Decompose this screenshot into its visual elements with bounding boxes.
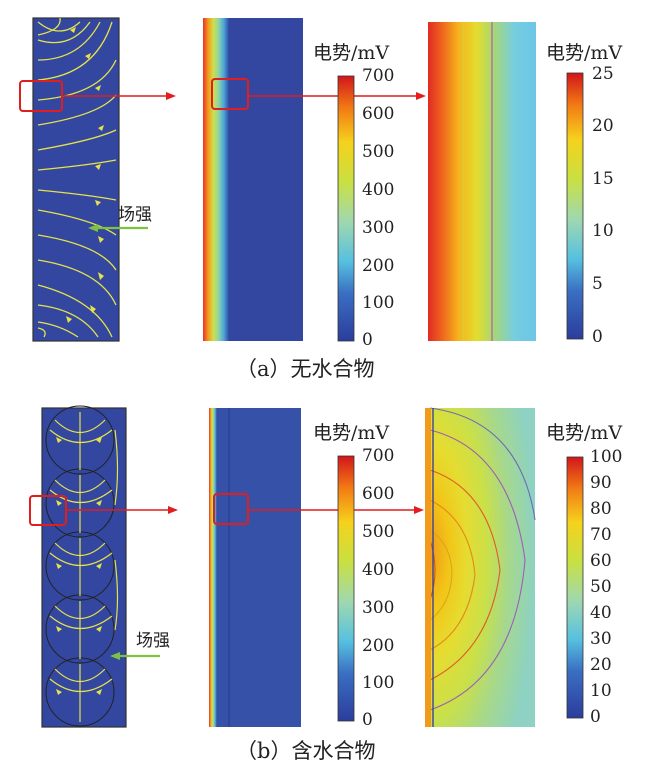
cb-b-right-tick: 40 <box>590 603 612 623</box>
panel-a-potential <box>203 18 303 341</box>
cb-b-right-tick: 80 <box>590 499 612 519</box>
colorbar-b-right-title: 电势/mV <box>546 422 623 444</box>
cb-a-mid-tick: 400 <box>362 180 395 200</box>
panel-b-potential <box>209 408 301 727</box>
cb-a-mid-tick: 300 <box>362 218 395 238</box>
colorbar-a-right <box>566 72 584 340</box>
panel-a-zoom <box>428 22 536 341</box>
cb-b-right-tick: 90 <box>590 473 612 493</box>
cb-b-mid-tick: 400 <box>362 560 395 580</box>
cb-b-mid-tick: 200 <box>362 636 395 656</box>
cb-b-mid-tick: 600 <box>362 484 395 504</box>
cb-b-mid-tick: 0 <box>362 710 373 730</box>
caption-b: （b）含水合物 <box>236 739 376 763</box>
cb-b-right-tick: 100 <box>590 447 623 467</box>
cb-a-right-tick: 10 <box>592 221 614 241</box>
cb-a-mid-tick: 500 <box>362 142 395 162</box>
cb-b-right-tick: 70 <box>590 525 612 545</box>
field-label-a: 场强 <box>118 205 152 225</box>
colorbar-a-right-title: 电势/mV <box>546 42 623 64</box>
panel-b-streamlines <box>29 405 127 728</box>
cb-a-mid-tick: 600 <box>362 104 395 124</box>
cb-b-right-tick: 30 <box>590 629 612 649</box>
cb-b-right-tick: 20 <box>590 655 612 675</box>
cb-a-mid-tick: 0 <box>362 330 373 350</box>
colorbar-b-mid <box>337 455 355 722</box>
field-label-b: 场强 <box>136 631 170 651</box>
colorbar-b-right <box>566 456 584 719</box>
cb-b-right-tick: 0 <box>590 707 601 727</box>
cb-b-mid-tick: 500 <box>362 522 395 542</box>
cb-b-right-tick: 50 <box>590 577 612 597</box>
cb-a-right-tick: 20 <box>592 116 614 136</box>
colorbar-a-mid-title: 电势/mV <box>313 42 390 64</box>
colorbar-a-mid <box>337 75 355 342</box>
cb-a-right-tick: 5 <box>592 274 603 294</box>
cb-b-mid-tick: 100 <box>362 673 395 693</box>
colorbar-b-mid-title: 电势/mV <box>313 422 390 444</box>
cb-b-right-tick: 10 <box>590 681 612 701</box>
panel-a-streamlines <box>19 17 120 342</box>
zoom-box-a2 <box>211 78 249 110</box>
cb-b-mid-tick: 700 <box>362 446 395 466</box>
cb-a-mid-tick: 200 <box>362 256 395 276</box>
cb-a-mid-tick: 100 <box>362 293 395 313</box>
cb-b-right-tick: 60 <box>590 551 612 571</box>
cb-b-mid-tick: 300 <box>362 598 395 618</box>
caption-a: （a）无水合物 <box>236 357 375 381</box>
panel-b-zoom <box>425 407 536 727</box>
cb-a-mid-tick: 700 <box>362 66 395 86</box>
cb-a-right-tick: 15 <box>592 169 614 189</box>
cb-a-right-tick: 0 <box>592 327 603 347</box>
cb-a-right-tick: 25 <box>592 64 614 84</box>
zoom-box-b2 <box>213 493 249 525</box>
